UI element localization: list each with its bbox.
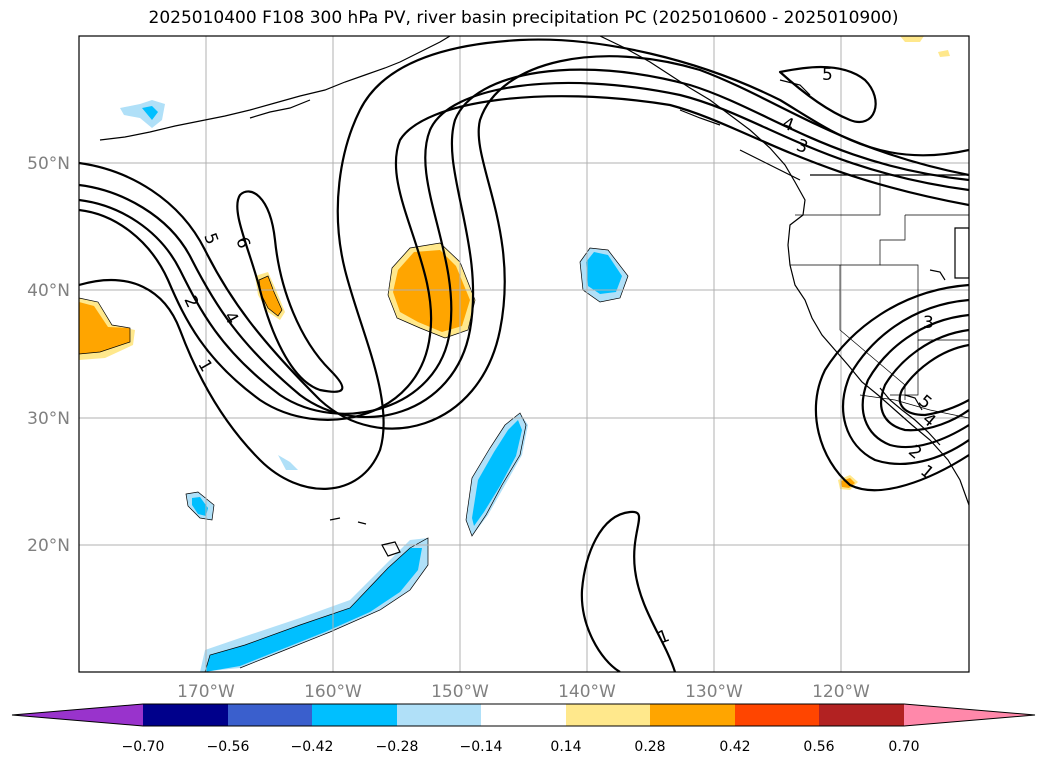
lon-label: 140°W [558,682,616,702]
pv-contour [236,190,344,393]
pv-contour [580,510,677,672]
pv-contour [814,283,969,492]
precip-positive-area [900,36,924,42]
pv-contour [79,55,969,430]
precip-negative-area [120,100,165,128]
colorbar-segment [312,704,397,726]
colorbar-tick-label: −0.56 [207,739,250,755]
precip-outlines [79,242,629,672]
colorbar-ticks: −0.70 −0.56 −0.42 −0.28 −0.14 0.14 0.28 … [122,739,920,755]
pv-contour [778,65,877,123]
colorbar-tick-label: 0.56 [803,739,834,755]
precip-negative-area [200,538,428,672]
pv-contour [79,81,969,415]
precip-shading [79,36,950,672]
pv-contours [79,38,969,672]
map-title: 2025010400 F108 300 hPa PV, river basin … [148,8,899,28]
lat-label: 20°N [27,536,70,556]
precip-negative-area [205,548,422,672]
colorbar-tick-label: 0.14 [550,739,581,755]
colorbar-segment [566,704,650,726]
coastlines [99,36,969,557]
precip-positive-area [259,276,282,316]
pv-contour [898,343,969,417]
colorbar-tick-label: 0.28 [634,739,665,755]
latitude-labels: 50°N 40°N 30°N 20°N [27,154,70,556]
colorbar-tick-label: 0.70 [888,739,919,755]
precip-positive-area [938,50,950,57]
precip-negative-area [586,252,622,294]
lon-label: 150°W [431,682,489,702]
pv-contour [79,38,969,490]
lat-label: 40°N [27,281,70,301]
pv-contour [880,328,969,432]
contour-label: 5 [822,65,833,85]
colorbar-segment [819,704,904,726]
pv-contour [79,68,969,419]
map-frame [78,35,970,673]
lon-label: 130°W [685,682,743,702]
colorbar-segment [228,704,312,726]
colorbar-segment [481,704,566,726]
colorbar-segment [650,704,735,726]
lon-label: 160°W [304,682,362,702]
lat-label: 30°N [27,409,70,429]
colorbar-tick-label: −0.14 [460,739,503,755]
colorbar-segment [735,704,819,726]
contour-label: 3 [923,313,934,333]
pv-contour [79,95,969,421]
colorbar-tick-label: −0.70 [122,739,165,755]
lon-label: 120°W [812,682,870,702]
precip-negative-area [192,497,208,516]
colorbar-segment [397,704,481,726]
lon-label: 170°W [177,682,235,702]
colorbar: −0.70 −0.56 −0.42 −0.28 −0.14 0.14 0.28 … [11,703,1036,755]
colorbar-segment [143,704,228,726]
colorbar-tick-label: 0.42 [719,739,750,755]
longitude-labels: 170°W 160°W 150°W 140°W 130°W 120°W [177,682,870,702]
precip-positive-area [79,302,130,354]
colorbar-tick-label: −0.28 [376,739,419,755]
precip-negative-area [472,420,522,526]
map-area: 5 6 2 4 1 5 4 3 3 5 4 2 1 1 [79,36,969,672]
colorbar-extend-min [12,704,143,726]
lat-label: 50°N [27,154,70,174]
pv-contour [861,313,969,449]
precip-negative-area [142,106,158,120]
colorbar-tick-label: −0.42 [291,739,334,755]
colorbar-extend-max [904,704,1035,726]
pv-contour [842,298,969,466]
precip-negative-area [278,455,298,470]
